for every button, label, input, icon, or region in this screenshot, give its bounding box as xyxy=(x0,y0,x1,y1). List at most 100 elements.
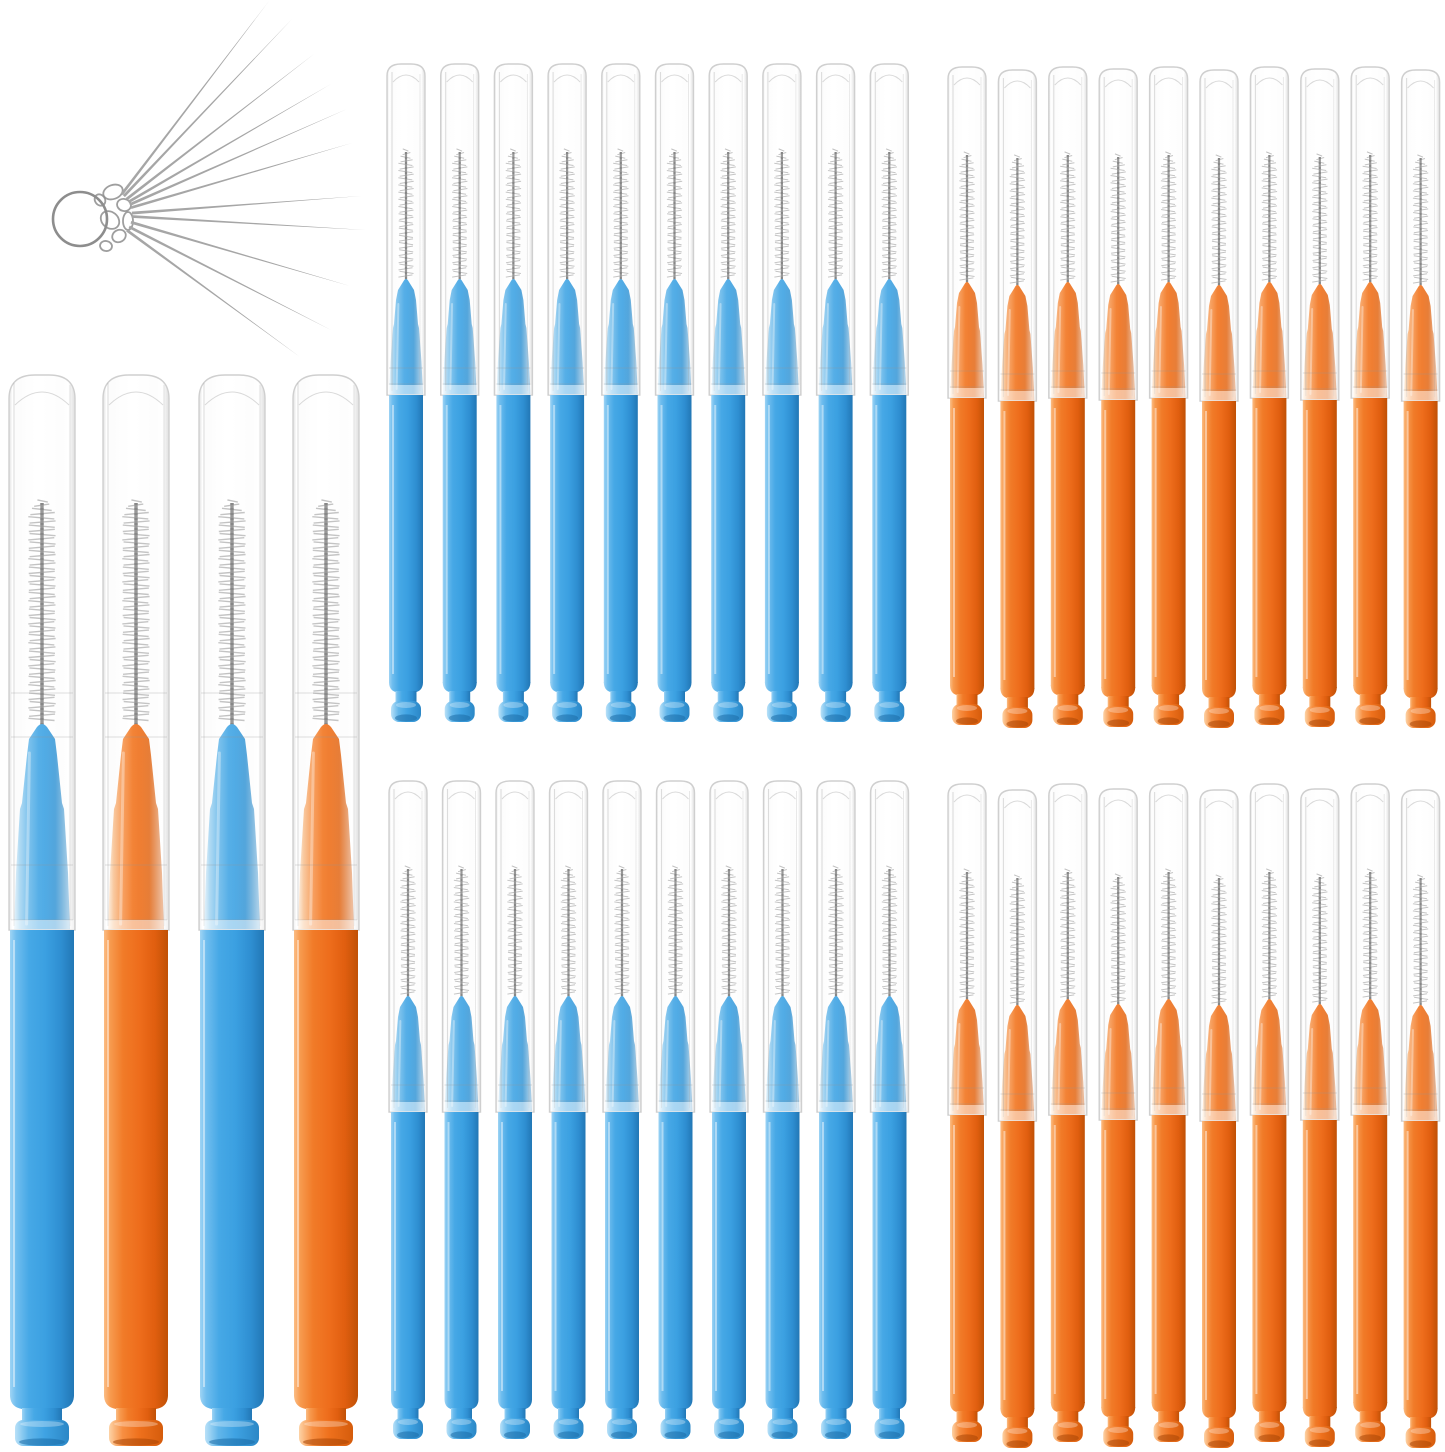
clear-cap xyxy=(1249,783,1290,1116)
small-blue-brush xyxy=(602,780,642,1439)
small-orange-brush xyxy=(1300,68,1340,727)
small-orange-brush xyxy=(1249,783,1290,1442)
cleaning-wire xyxy=(127,84,331,204)
small-blue-brush xyxy=(547,63,587,722)
brush-handle xyxy=(1252,1115,1287,1403)
clear-cap xyxy=(493,63,534,396)
brush-handle xyxy=(1050,1115,1085,1403)
clear-cap xyxy=(440,63,480,396)
brush-handle xyxy=(1353,1115,1388,1403)
brush-handle xyxy=(950,398,984,686)
small-blue-brush xyxy=(869,63,909,722)
brush-handle xyxy=(711,395,746,683)
clear-cap xyxy=(1048,66,1088,399)
clear-cap xyxy=(816,780,856,1113)
clear-cap xyxy=(1400,69,1441,402)
clear-cap xyxy=(997,789,1038,1122)
small-orange-brush xyxy=(1098,68,1138,727)
cleaning-wire-fan xyxy=(51,1,365,357)
clear-cap xyxy=(1098,788,1138,1121)
brush-handle xyxy=(818,395,853,683)
small-blue-brush xyxy=(440,63,480,722)
clear-cap xyxy=(997,69,1038,402)
clear-cap xyxy=(1148,783,1189,1116)
brush-handle xyxy=(1202,401,1236,689)
large-brush-group xyxy=(8,374,360,1446)
small-blue-brush xyxy=(815,63,856,722)
wire-ring xyxy=(51,190,109,248)
brush-handle xyxy=(1000,401,1035,689)
clear-cap xyxy=(388,780,428,1113)
wire-tangle-loop xyxy=(93,193,107,207)
clear-cap xyxy=(386,63,426,396)
brush-handle xyxy=(1353,398,1388,686)
cleaning-wire xyxy=(130,220,350,286)
brush-handle xyxy=(10,930,74,1396)
small-orange-brush xyxy=(1148,783,1189,1442)
brush-handle xyxy=(1000,1121,1035,1409)
small-blue-brush xyxy=(493,63,534,722)
small-orange-brush xyxy=(1148,66,1189,725)
clear-cap xyxy=(1300,68,1340,401)
brush-handle xyxy=(764,395,799,683)
clear-cap xyxy=(869,780,910,1113)
small-orange-brush xyxy=(947,66,987,725)
brush-handle xyxy=(200,930,264,1396)
clear-cap xyxy=(947,783,987,1116)
small-blue-brush xyxy=(548,780,589,1439)
small-blue-brush xyxy=(495,780,535,1439)
large-orange-brush xyxy=(292,374,360,1446)
clear-cap xyxy=(762,63,802,396)
brush-handle xyxy=(1302,400,1337,688)
brush-handle xyxy=(872,1112,907,1400)
wire-tangle-loop xyxy=(99,210,121,230)
brush-handle xyxy=(1101,400,1136,688)
brush-handle xyxy=(294,930,358,1396)
small-orange-brush xyxy=(1048,66,1088,725)
brush-handle xyxy=(1050,398,1085,686)
small-blue-brush xyxy=(708,63,748,722)
clear-cap xyxy=(815,63,856,396)
small-orange-brush xyxy=(947,783,987,1442)
clear-cap xyxy=(655,780,696,1113)
small-blue-brush xyxy=(869,780,910,1439)
brush-handle xyxy=(950,1115,984,1403)
brush-handle xyxy=(551,1112,586,1400)
clear-cap xyxy=(1300,788,1340,1121)
clear-cap xyxy=(1400,789,1441,1122)
bottom-row-brush-group xyxy=(388,780,1441,1448)
small-orange-brush xyxy=(1098,788,1138,1447)
clear-cap xyxy=(198,374,266,931)
small-blue-brush xyxy=(388,780,428,1439)
brush-handle xyxy=(712,1112,746,1400)
large-blue-brush xyxy=(198,374,266,1446)
cleaning-wire xyxy=(120,1,269,196)
clear-cap xyxy=(1148,66,1189,399)
clear-cap xyxy=(601,63,641,396)
clear-cap xyxy=(709,780,749,1113)
clear-cap xyxy=(1098,68,1138,401)
top-row-brush-group xyxy=(386,63,1441,728)
brush-handle xyxy=(550,395,585,683)
clear-cap xyxy=(547,63,587,396)
small-blue-brush xyxy=(709,780,749,1439)
small-orange-brush xyxy=(997,69,1038,728)
clear-cap xyxy=(292,374,360,931)
clear-cap xyxy=(102,374,170,931)
brush-handle xyxy=(605,1112,639,1400)
small-orange-brush xyxy=(1199,789,1239,1448)
clear-cap xyxy=(602,780,642,1113)
small-orange-brush xyxy=(1350,66,1390,725)
brush-handle xyxy=(1403,1121,1438,1409)
clear-cap xyxy=(1048,783,1088,1116)
clear-cap xyxy=(762,780,803,1113)
small-blue-brush xyxy=(386,63,426,722)
brush-handle xyxy=(765,1112,800,1400)
small-orange-brush xyxy=(1300,788,1340,1447)
cleaning-wire xyxy=(129,109,347,206)
small-blue-brush xyxy=(441,780,482,1439)
clear-cap xyxy=(548,780,589,1113)
brush-handle xyxy=(1151,1115,1186,1403)
